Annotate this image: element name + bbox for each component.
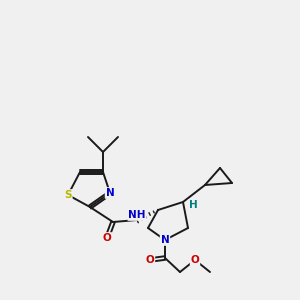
Text: N: N [106, 188, 114, 198]
Text: S: S [64, 190, 72, 200]
Text: H: H [189, 200, 197, 210]
Text: O: O [103, 233, 111, 243]
Text: NH: NH [128, 210, 146, 220]
Text: N: N [160, 235, 169, 245]
Text: O: O [190, 255, 200, 265]
Text: O: O [146, 255, 154, 265]
